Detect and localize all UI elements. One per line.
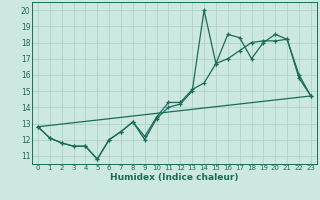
X-axis label: Humidex (Indice chaleur): Humidex (Indice chaleur) [110, 173, 239, 182]
